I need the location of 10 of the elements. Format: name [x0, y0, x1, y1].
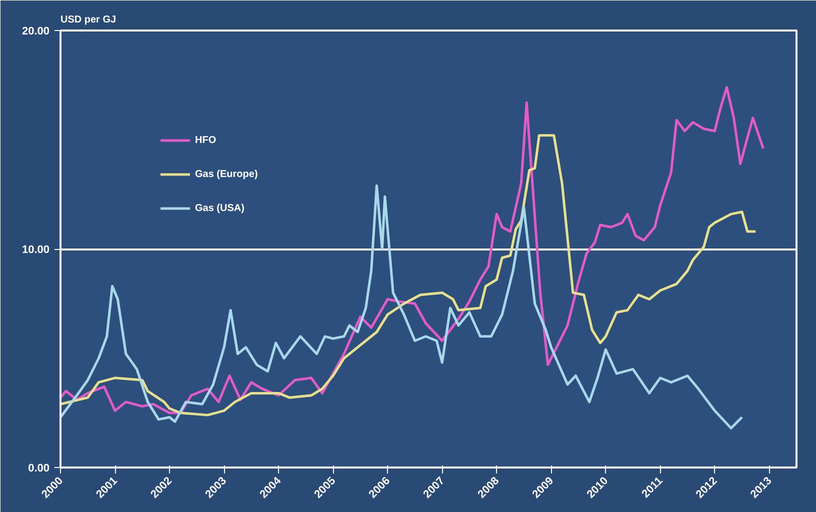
legend-label: Gas (USA)	[195, 202, 244, 214]
y-axis-title: USD per GJ	[60, 14, 116, 26]
line-series	[60, 134, 757, 416]
legend-label: HFO	[195, 134, 216, 146]
legend-label: Gas (Europe)	[195, 168, 258, 180]
line-series	[60, 184, 744, 430]
y-tick-label: 20.00	[22, 26, 50, 38]
y-tick-label: 10.00	[22, 244, 50, 256]
y-tick-label: 0.00	[28, 462, 50, 474]
line-series	[60, 86, 764, 414]
